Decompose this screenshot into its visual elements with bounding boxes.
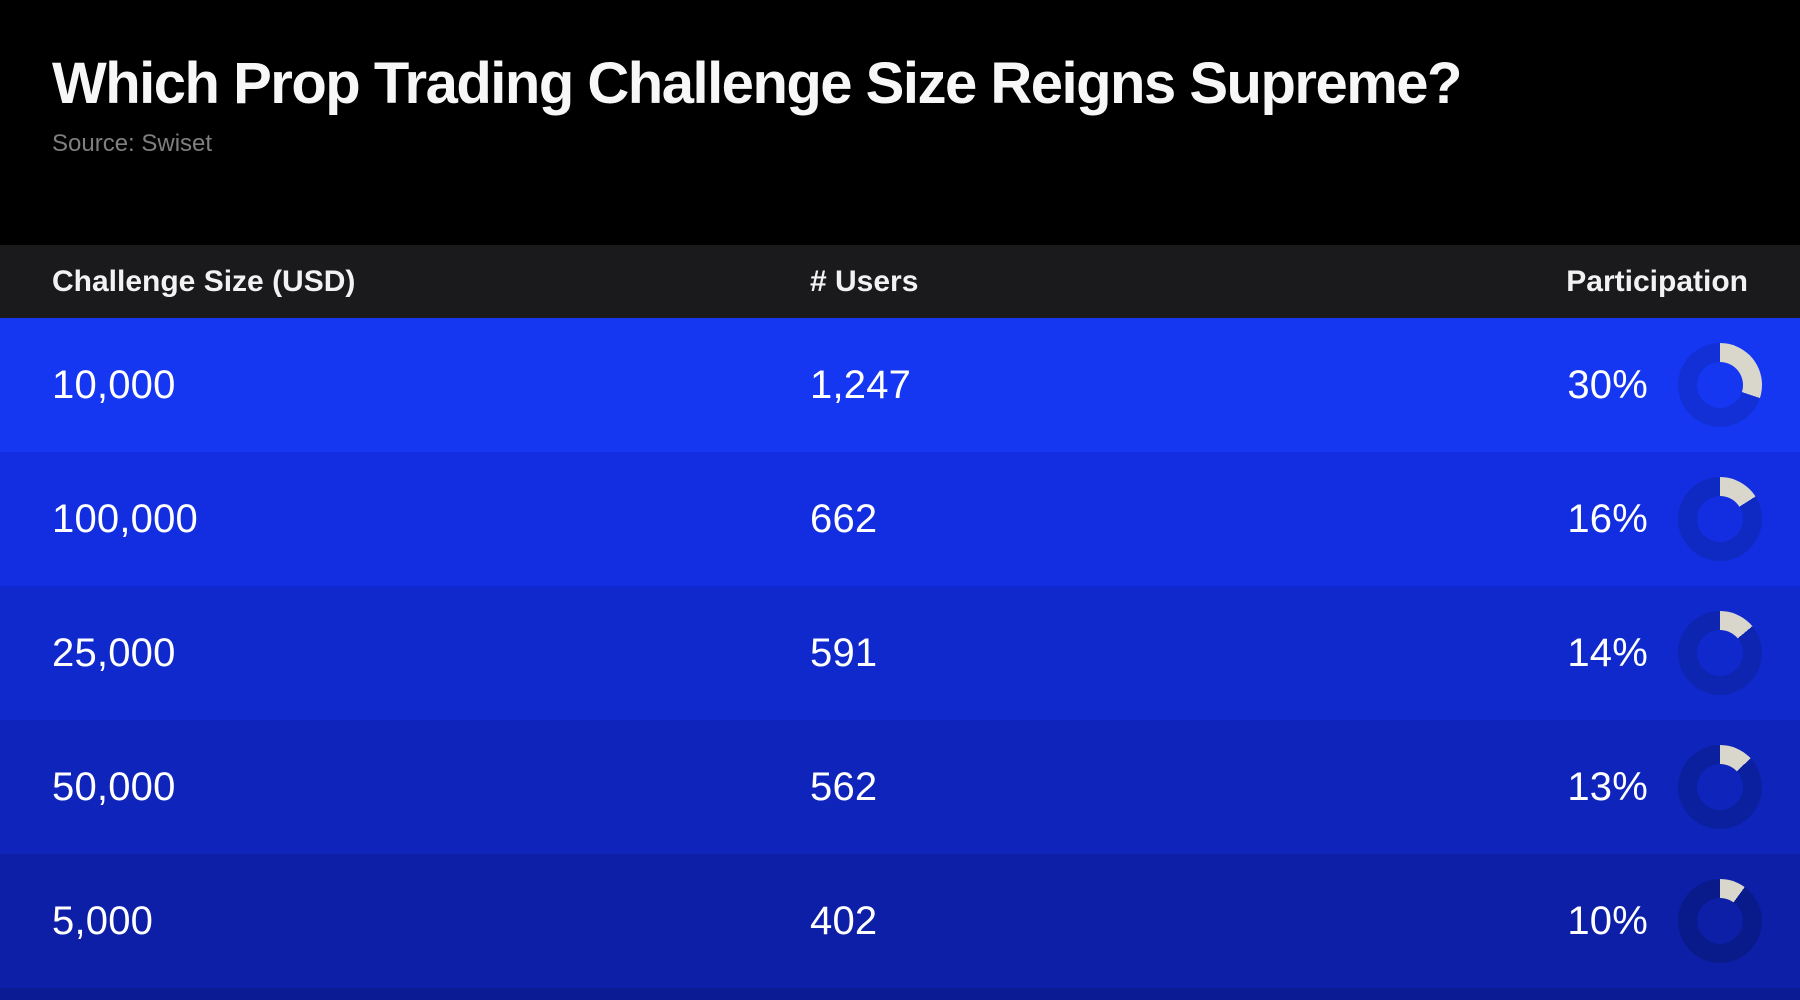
challenge-size-value: 25,000 (52, 630, 176, 675)
column-header-users: # Users (810, 264, 919, 298)
challenge-size-value: 5,000 (52, 898, 154, 943)
next-row-peek (0, 988, 1800, 1000)
table-row: 100,000 662 16% (0, 452, 1800, 586)
column-header-participation: Participation (1566, 264, 1748, 298)
challenge-size-value: 100,000 (52, 496, 198, 541)
table-row: 50,000 562 13% (0, 720, 1800, 854)
participation-donut-chart (1678, 745, 1762, 829)
title-block: Which Prop Trading Challenge Size Reigns… (0, 0, 1800, 245)
donut-hole (1697, 496, 1743, 542)
table-header-row: Challenge Size (USD) # Users Participati… (0, 245, 1800, 318)
participation-percent-value: 30% (1567, 362, 1648, 407)
participation-percent-value: 14% (1567, 630, 1648, 675)
users-count-value: 1,247 (810, 362, 912, 407)
donut-hole (1697, 362, 1743, 408)
donut-hole (1697, 630, 1743, 676)
table-row: 25,000 591 14% (0, 586, 1800, 720)
donut-hole (1697, 898, 1743, 944)
challenge-size-value: 10,000 (52, 362, 176, 407)
challenge-size-value: 50,000 (52, 764, 176, 809)
table-row: 5,000 402 10% (0, 854, 1800, 988)
participation-percent-value: 13% (1567, 764, 1648, 809)
users-count-value: 402 (810, 898, 878, 943)
participation-donut-chart (1678, 477, 1762, 561)
users-count-value: 562 (810, 764, 878, 809)
participation-donut-chart (1678, 343, 1762, 427)
page-title: Which Prop Trading Challenge Size Reigns… (52, 51, 1462, 116)
donut-hole (1697, 764, 1743, 810)
table-body: 10,000 1,247 30% 100,000 662 16% 25,000 … (0, 318, 1800, 988)
source-caption: Source: Swiset (52, 129, 213, 157)
column-header-challenge-size: Challenge Size (USD) (52, 264, 356, 298)
participation-donut-chart (1678, 611, 1762, 695)
participation-donut-chart (1678, 879, 1762, 963)
users-count-value: 591 (810, 630, 878, 675)
users-count-value: 662 (810, 496, 878, 541)
participation-percent-value: 16% (1567, 496, 1648, 541)
table-row: 10,000 1,247 30% (0, 318, 1800, 452)
participation-percent-value: 10% (1567, 898, 1648, 943)
